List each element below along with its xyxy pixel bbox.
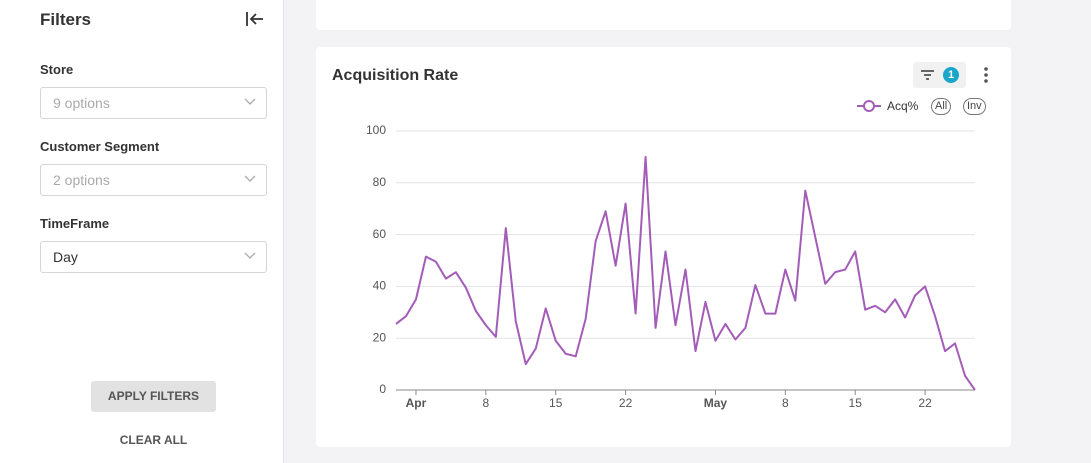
x-tick-label: 22	[619, 396, 633, 410]
chevron	[244, 175, 256, 182]
dropdown[interactable]: Day	[40, 241, 267, 273]
filter-count: 1	[943, 67, 959, 83]
dropdown-value: Day	[53, 249, 78, 265]
y-tick-label: 0	[379, 382, 386, 396]
chevron	[244, 98, 256, 105]
chart: 0 20 40 60 80 100 Apr 8 15 22 May 8 15 22	[366, 123, 976, 410]
dropdown-value: 2 options	[53, 172, 110, 188]
legend-label: Acq%	[887, 99, 919, 113]
filter-indicator[interactable]: 1	[913, 62, 966, 88]
y-tick-label: 40	[373, 279, 387, 293]
data-line	[395, 155, 976, 391]
more-menu[interactable]	[983, 66, 989, 84]
legend-marker	[863, 100, 875, 112]
dropdown[interactable]: 2 options	[40, 164, 267, 196]
chart-card: Acquisition Rate 1 0 20 40 60 80 100 Apr 8 15 22 M…	[316, 47, 1011, 447]
dropdown[interactable]: 9 options	[40, 87, 267, 119]
chevron-line	[244, 98, 256, 105]
filter-label: Customer Segment	[40, 139, 160, 154]
legend-toggle[interactable]: Inv	[963, 98, 986, 115]
y-tick-label: 20	[373, 330, 387, 344]
x-tick-label: May	[704, 396, 728, 410]
chevron-line	[244, 175, 256, 182]
top-card	[316, 0, 1011, 30]
apply-filters-button[interactable]: APPLY FILTERS	[91, 381, 216, 412]
x-tick-label: 8	[782, 396, 789, 410]
dropdown-value: 9 options	[53, 95, 110, 111]
legend-icon	[857, 100, 881, 112]
legend-toggle[interactable]: All	[931, 98, 952, 115]
y-tick-label: 60	[373, 227, 387, 241]
x-tick-label: 22	[918, 396, 932, 410]
sidebar-title: Filters	[40, 10, 92, 29]
x-tick-label: 15	[849, 396, 863, 410]
chevron-line	[244, 252, 256, 259]
x-tick-label: 8	[483, 396, 490, 410]
filter-icon	[921, 70, 934, 80]
x-tick-label: 15	[549, 396, 563, 410]
x-tick-label: Apr	[406, 396, 427, 410]
y-tick-label: 100	[366, 123, 386, 137]
filter-sidebar: Filters Store 9 options Customer Segment 2 …	[0, 0, 284, 463]
collapse-button[interactable]	[245, 11, 264, 27]
y-tick-label: 80	[373, 175, 387, 189]
filter-label: Store	[40, 62, 74, 77]
filter-label: TimeFrame	[40, 216, 110, 231]
clear-all-button[interactable]: CLEAR ALL	[119, 433, 188, 447]
chart-title: Acquisition Rate	[332, 67, 459, 84]
chevron	[244, 252, 256, 259]
